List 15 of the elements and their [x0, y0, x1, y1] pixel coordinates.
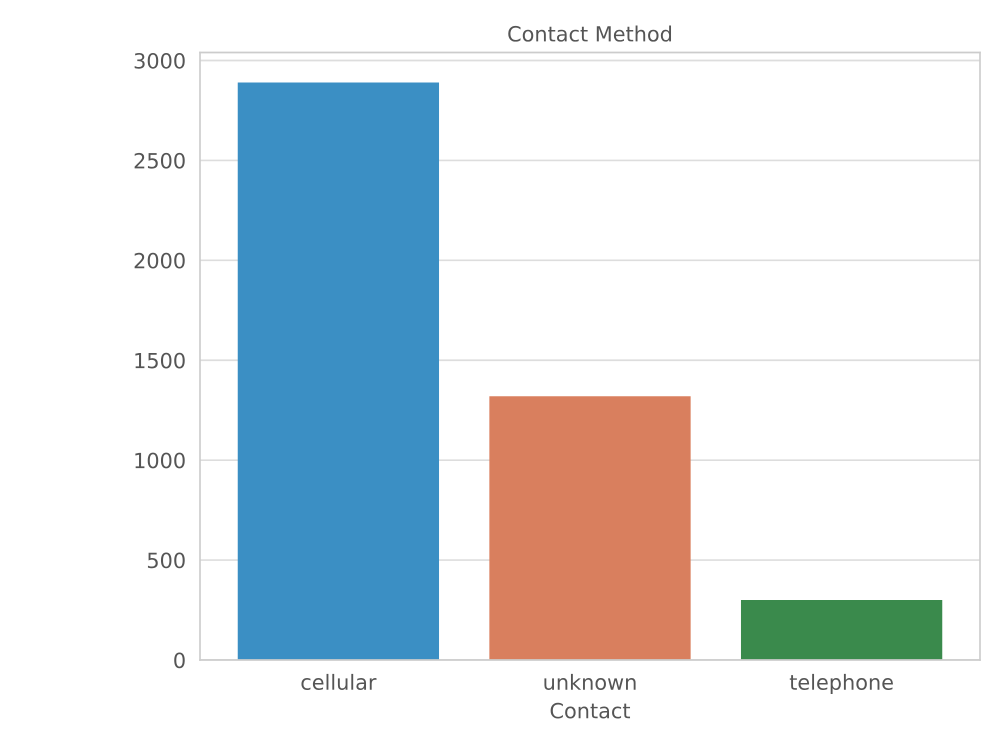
bar: [238, 82, 440, 660]
bar: [740, 600, 942, 660]
y-tick-label: 1000: [135, 452, 185, 468]
y-tick-label: 2000: [134, 252, 185, 269]
y-tick-label: 500: [148, 552, 185, 568]
x-axis-title: Contact: [550, 702, 630, 719]
x-tick-label: telephone: [790, 674, 893, 694]
y-tick-label: 3000: [134, 52, 185, 69]
bar: [489, 396, 691, 660]
x-tick-label: unknown: [544, 674, 636, 690]
y-tick-label: 1500: [135, 352, 185, 368]
x-tick-label: cellular: [301, 674, 376, 690]
y-tick-label: 0: [174, 652, 185, 668]
y-tick-label: 2500: [134, 152, 185, 169]
chart-title: Contact Method: [508, 26, 672, 42]
